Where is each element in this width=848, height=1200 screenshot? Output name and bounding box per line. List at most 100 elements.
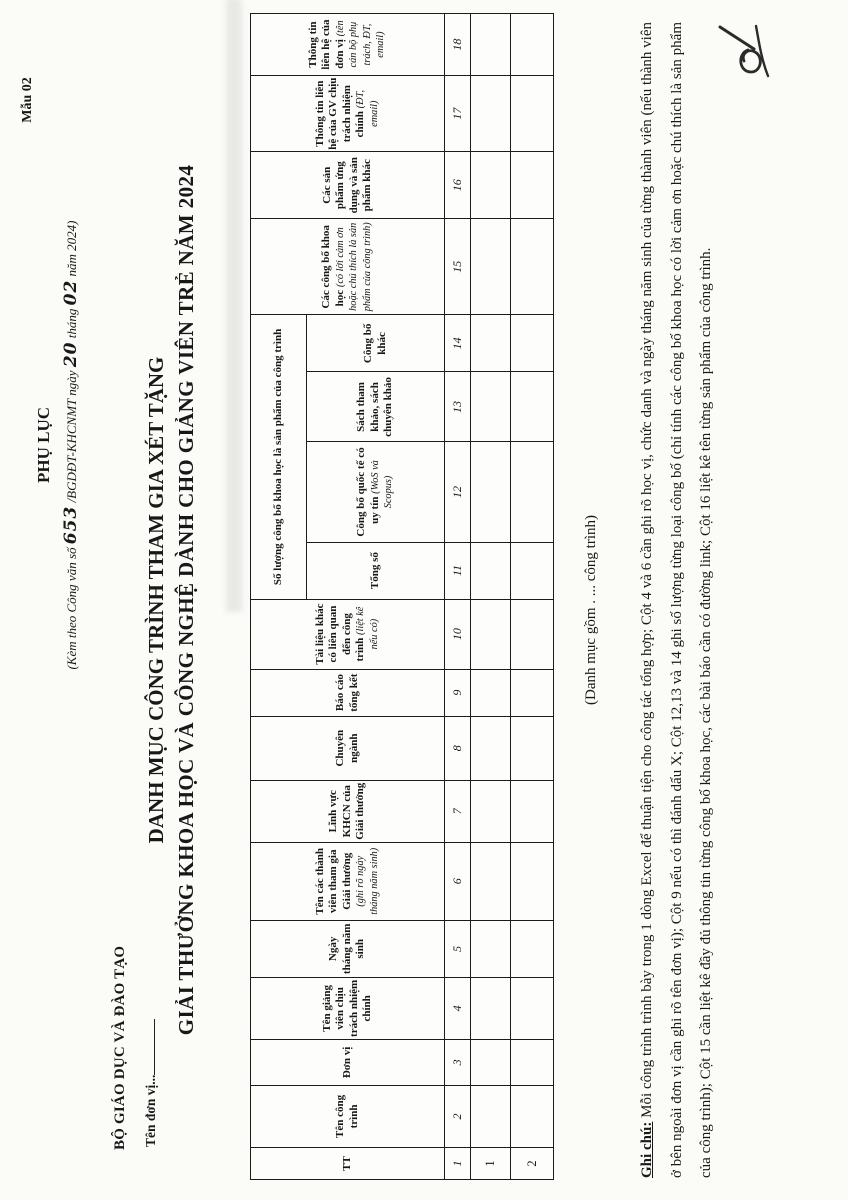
col-label: Các sản phẩm ứng dụng và sản phẩm khác <box>320 157 373 214</box>
col-number: 5 <box>444 920 471 978</box>
column-number-row: 1 2 3 4 5 6 7 8 9 10 11 12 13 14 15 16 1… <box>444 13 471 1180</box>
col-label: Sách tham khảo, sách chuyên khảo <box>355 377 395 437</box>
appendix-header: PHỤ LỤC (Kèm theo Công văn số 653 /BGDĐT… <box>34 210 81 680</box>
cell-empty <box>470 780 511 843</box>
col-label: Công bố khác <box>362 323 388 364</box>
handwritten-paraph-mark <box>718 24 770 78</box>
footnote: Ghi chú: Mỗi công trình trình bày trong … <box>633 22 722 1178</box>
col-label: TT <box>340 1156 353 1171</box>
handwritten-month: 02 <box>61 279 81 306</box>
cell-empty <box>510 314 554 372</box>
appendix-title: PHỤ LỤC <box>34 406 53 484</box>
col-number: 16 <box>444 151 471 219</box>
col-header-cong-bo-quoc-te: Công bố quốc tế có uy tín (WoS và Scopus… <box>306 441 445 543</box>
col-header-bao-cao: Báo cáo tổng kết <box>250 669 445 717</box>
col-label: Báo cáo tổng kết <box>334 673 360 712</box>
col-number: 14 <box>444 314 471 372</box>
col-group-so-luong-cong-bo: Số lượng công bố khoa học là sản phẩm củ… <box>250 314 307 600</box>
col-header-thanh-vien: Tên các thành viên tham gia Giải thưởng … <box>250 842 445 921</box>
cell-empty <box>470 218 511 315</box>
document-title-line1: DANH MỤC CÔNG TRÌNH THAM GIA XÉT TẶNG <box>144 356 168 844</box>
cell-empty <box>470 599 511 670</box>
col-label: Đơn vị <box>340 1046 353 1079</box>
col-number: 11 <box>444 542 471 600</box>
appendix-subtitle-suffix: năm 2024) <box>64 220 79 277</box>
row-index-cell: 2 <box>510 1147 554 1180</box>
col-header-don-vi: Đơn vị <box>250 1039 445 1086</box>
cell-empty <box>510 669 554 717</box>
col-number: 4 <box>444 977 471 1040</box>
appendix-subtitle-prefix: (Kèm theo Công văn số <box>64 547 79 670</box>
cell-empty <box>470 75 511 152</box>
cell-empty <box>470 1085 511 1148</box>
col-label: Thông tin liên hệ của GV chịu trách nhiệ… <box>313 77 367 150</box>
col-header-lien-he-gv: Thông tin liên hệ của GV chịu trách nhiệ… <box>250 75 445 152</box>
footnote-label: Ghi chú: <box>639 1121 655 1178</box>
col-header-linh-vuc: Lĩnh vực KHCN của Giải thưởng <box>250 780 445 843</box>
col-label: Ngày tháng năm sinh <box>327 923 367 975</box>
cell-empty <box>470 669 511 717</box>
cell-empty <box>510 842 554 921</box>
cell-empty <box>510 371 554 442</box>
cell-empty <box>510 716 554 781</box>
col-number: 6 <box>444 842 471 921</box>
col-header-tt: TT <box>250 1147 445 1180</box>
appendix-subtitle-thang: tháng <box>64 308 79 339</box>
cell-empty <box>470 151 511 219</box>
cell-empty <box>470 716 511 781</box>
cell-empty <box>510 780 554 843</box>
col-number: 3 <box>444 1039 471 1086</box>
col-number: 12 <box>444 441 471 543</box>
cell-empty <box>470 441 511 543</box>
appendix-subtitle-mid: /BGDĐT-KHCNMT ngày <box>64 370 79 503</box>
cell-empty <box>510 542 554 600</box>
cell-empty <box>510 920 554 978</box>
cell-empty <box>510 1085 554 1148</box>
col-header-ngay-sinh: Ngày tháng năm sinh <box>250 920 445 978</box>
handwritten-day: 20 <box>61 341 81 368</box>
col-label: Tổng số <box>368 552 381 590</box>
document-title-line2: GIẢI THƯỞNG KHOA HỌC VÀ CÔNG NGHỆ DÀNH C… <box>174 164 198 1036</box>
col-number: 2 <box>444 1085 471 1148</box>
col-number: 7 <box>444 780 471 843</box>
works-table: TT Tên công trình Đơn vị Tên giảng viên … <box>250 13 554 1180</box>
col-label: Chuyên ngành <box>334 729 360 767</box>
col-note: (ghi rõ ngày tháng năm sinh) <box>355 847 380 915</box>
cell-empty <box>470 13 511 76</box>
cell-empty <box>470 842 511 921</box>
cell-empty <box>510 977 554 1040</box>
col-number: 1 <box>444 1147 471 1180</box>
cell-empty <box>470 314 511 372</box>
cell-empty <box>470 1039 511 1086</box>
col-label: Tên các thành viên tham gia Giải thưởng <box>313 847 353 915</box>
cell-empty <box>470 977 511 1040</box>
form-number-label: Mẫu 02 <box>20 77 35 123</box>
scan-shadow-artifact <box>226 0 242 612</box>
list-count-note: (Danh mục gồm . ... công trình) <box>583 515 599 705</box>
col-header-cong-bo-khac: Công bố khác <box>306 314 445 372</box>
col-header-cac-cong-bo: Các công bố khoa học (có lời cảm ơn hoặc… <box>250 218 445 315</box>
col-header-sach: Sách tham khảo, sách chuyên khảo <box>306 371 445 442</box>
col-header-ten-cong-trinh: Tên công trình <box>250 1085 445 1148</box>
col-number: 13 <box>444 371 471 442</box>
col-header-chuyen-nganh: Chuyên ngành <box>250 716 445 781</box>
col-number: 8 <box>444 716 471 781</box>
col-header-tai-lieu-khac: Tài liệu khác có liên quan đến công trìn… <box>250 599 445 670</box>
col-number: 17 <box>444 75 471 152</box>
col-header-lien-he-don-vi: Thông tin liên hệ của đơn vị (tên cán bộ… <box>250 13 445 76</box>
col-label: Tên giảng viên chịu trách nhiệm chính <box>320 979 373 1037</box>
table-row: 1 <box>470 13 511 1180</box>
col-number: 9 <box>444 669 471 717</box>
cell-empty <box>510 75 554 152</box>
cell-empty <box>470 542 511 600</box>
cell-empty <box>470 920 511 978</box>
col-number: 10 <box>444 599 471 670</box>
row-index-cell: 1 <box>470 1147 511 1180</box>
footnote-text: Mỗi công trình trình bày trong 1 dòng Ex… <box>639 21 714 1178</box>
col-header-tong-so: Tổng số <box>306 542 445 600</box>
table-row: 2 <box>510 13 554 1180</box>
cell-empty <box>470 371 511 442</box>
col-label: Lĩnh vực KHCN của Giải thưởng <box>327 782 367 840</box>
col-header-san-pham: Các sản phẩm ứng dụng và sản phẩm khác <box>250 151 445 219</box>
